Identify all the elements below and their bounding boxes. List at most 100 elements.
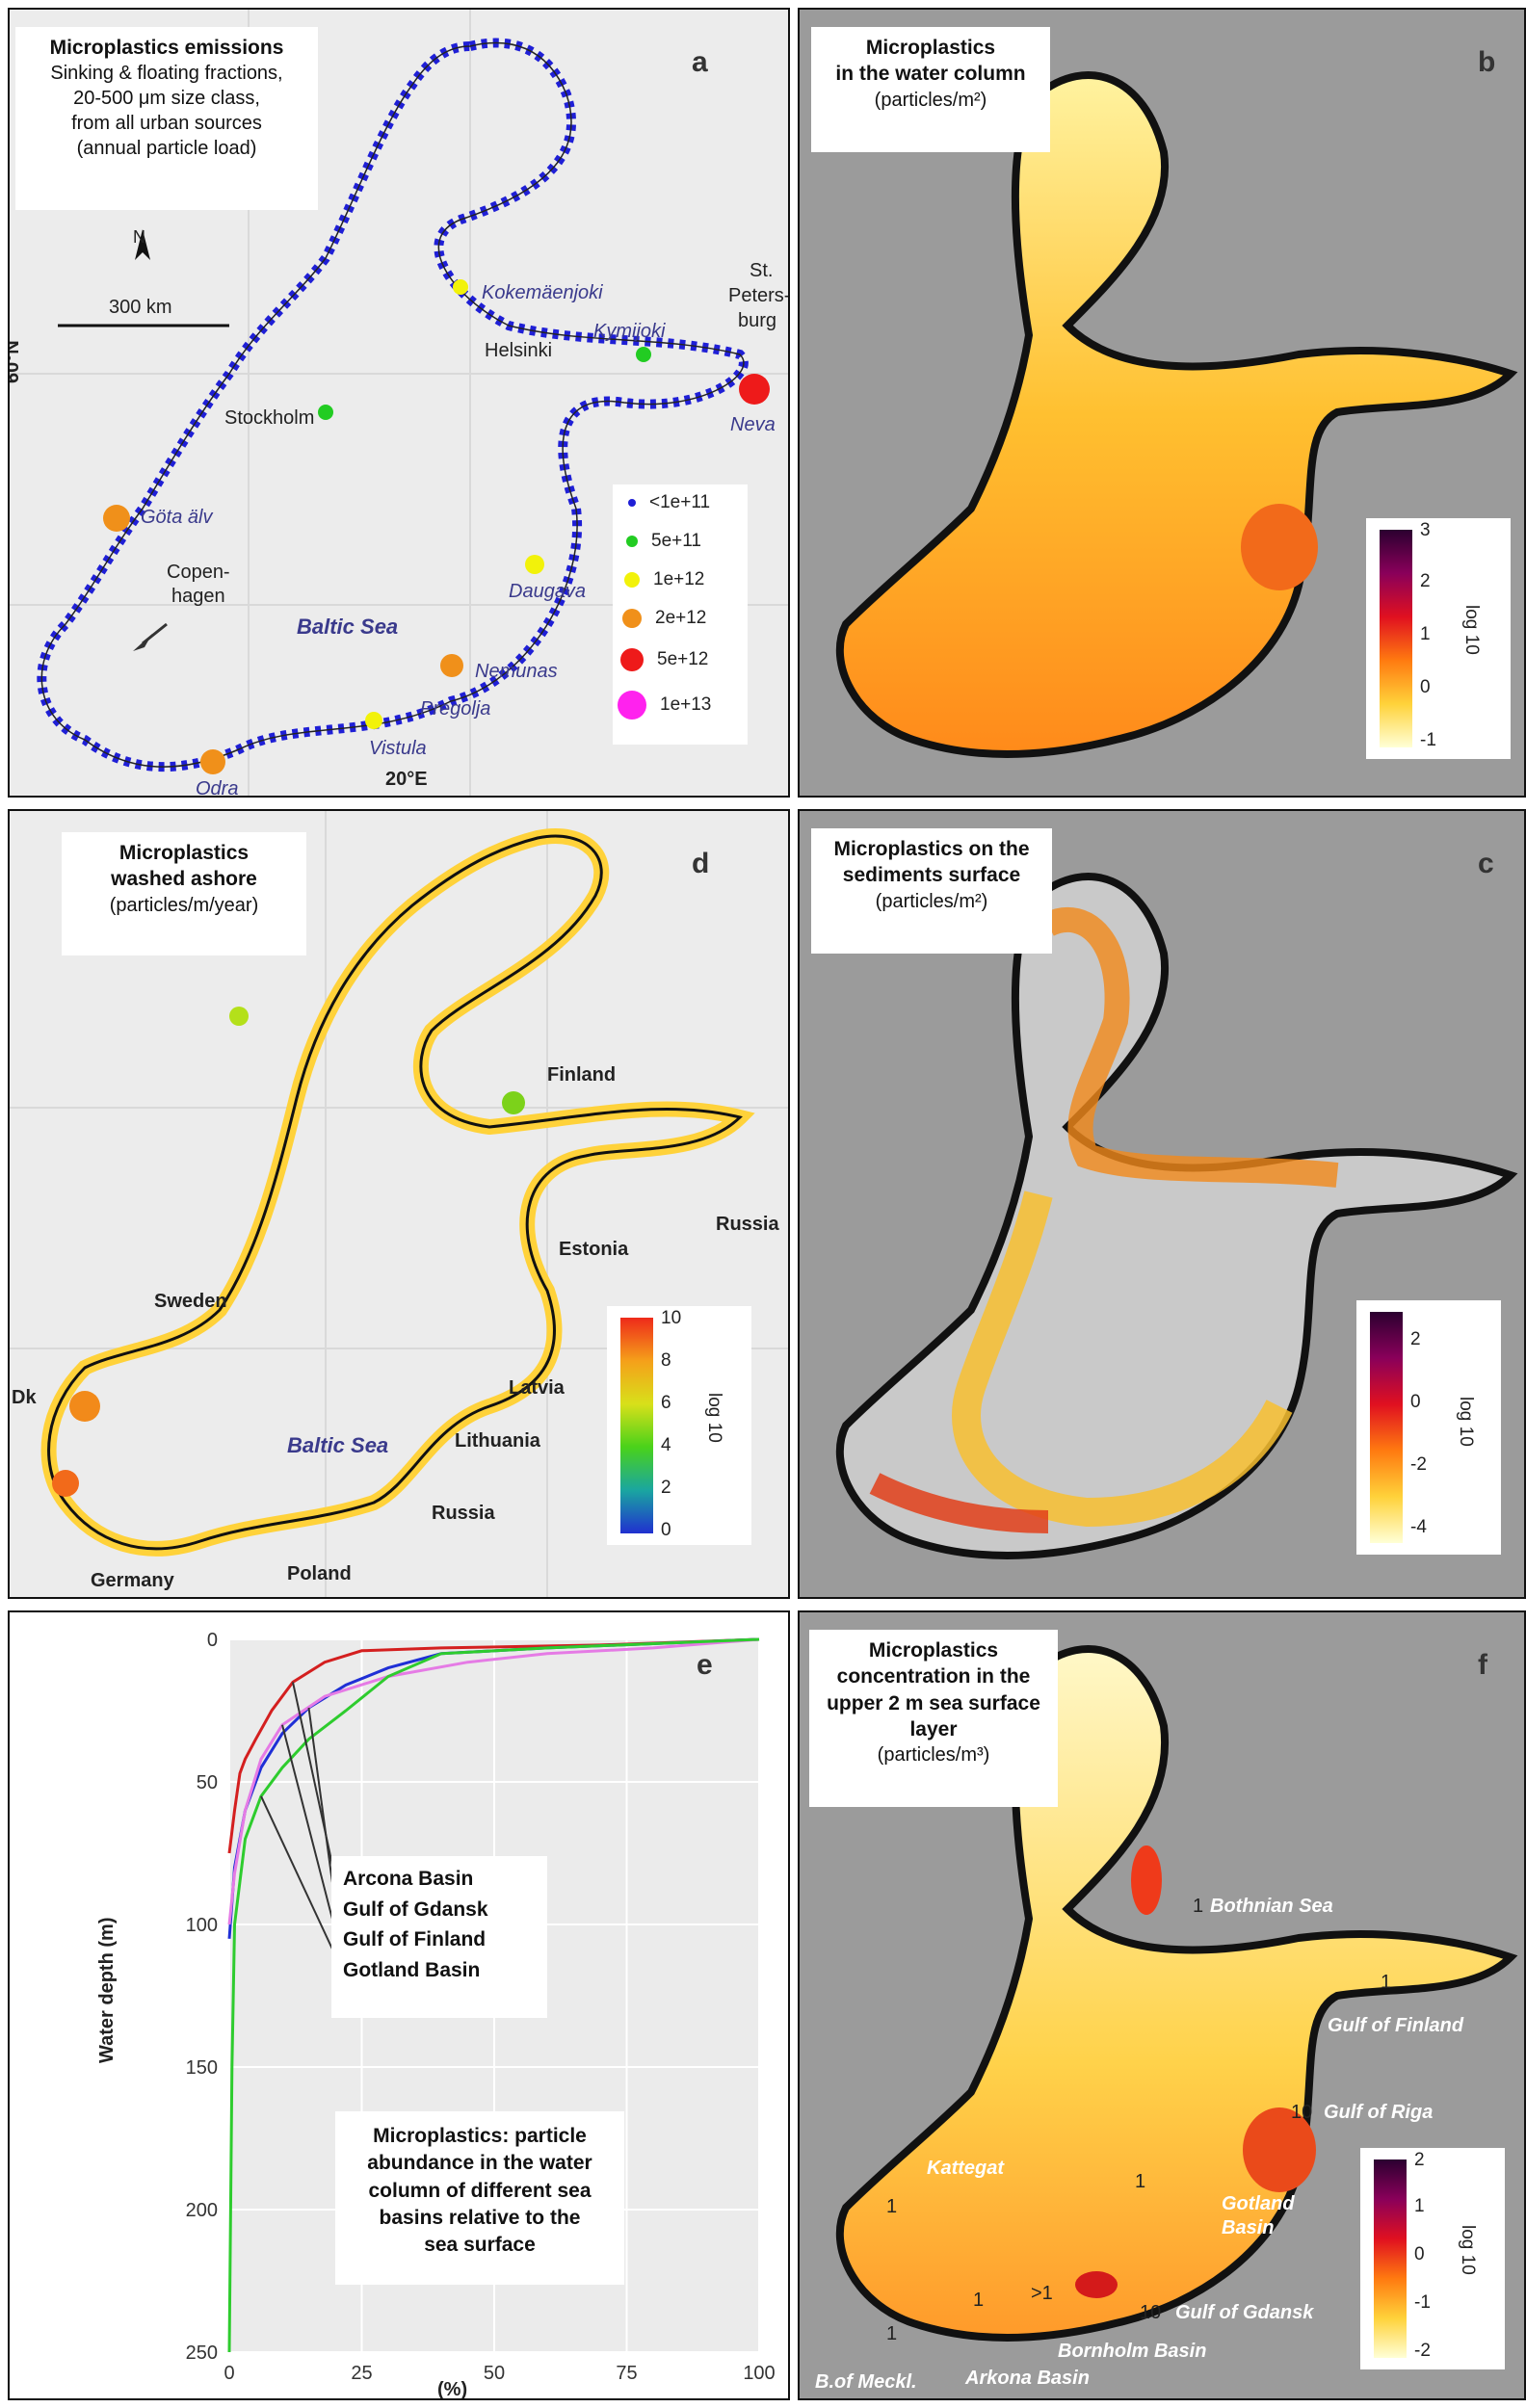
panel-d-letter: d [692, 848, 710, 879]
place-bay-mecklenburg: B.of Meckl. [815, 2371, 917, 2393]
place-arkona-basin: Arkona Basin [965, 2368, 1090, 2389]
y-tick-label: 150 [186, 2057, 218, 2079]
panel-c-tick-1: 2 [1410, 1329, 1421, 1349]
series-label-gotland: Gotland Basin [343, 1958, 481, 1981]
legend-label-6: 1e+13 [660, 694, 712, 715]
x-tick-label: 50 [484, 2363, 505, 2384]
city-stpete-1: St. [750, 260, 774, 281]
river-odra: Odra [196, 778, 239, 798]
annotation-line-3: column of different sea [368, 2179, 592, 2202]
panel-f-colorbar: 2 1 0 -1 -2 log 10 [1360, 2148, 1505, 2369]
panel-e-ylabel: Water depth (m) [96, 1917, 118, 2063]
panel-d-tick-6: 0 [661, 1520, 671, 1540]
country-russia-kaliningrad: Russia [432, 1503, 495, 1524]
panel-b-tick-2: 2 [1420, 571, 1431, 591]
panel-a-title-box: Microplastics emissions Sinking & floati… [15, 27, 318, 210]
series-label-gdansk: Gulf of Gdansk [343, 1898, 488, 1921]
value-finland: 1 [1381, 1972, 1392, 1993]
place-gotland-1: Gotland [1222, 2193, 1295, 2214]
panel-c-map-svg [835, 873, 1518, 1559]
series-line-4 [227, 1637, 760, 2353]
legend-label-1: <1e+11 [649, 492, 711, 512]
legend-label-3: 1e+12 [653, 569, 705, 589]
panel-f-tick-4: -1 [1414, 2292, 1431, 2313]
legend-label-5: 5e+12 [657, 649, 709, 669]
panel-e-depth-chart: 0 25 50 75 100 0 50 100 150 200 250 e Water depth … [8, 1610, 790, 2400]
panel-a-subtitle-3: from all urban sources [71, 113, 262, 135]
annotation-line-1: Microplastics: particle [373, 2125, 587, 2147]
value-gdansk: 10 [1140, 2302, 1162, 2323]
legend-dot-6 [618, 691, 646, 720]
river-nemunas: Nemunas [475, 661, 558, 682]
panel-c-letter: c [1478, 848, 1494, 879]
panel-d-cbar-label: log 10 [704, 1393, 724, 1443]
annotation-line-4: basins relative to the [379, 2207, 581, 2230]
panel-b-colorbar: 3 2 1 0 -1 log 10 [1366, 518, 1511, 759]
panel-f-letter: f [1478, 1649, 1487, 1681]
place-gulf-riga: Gulf of Riga [1324, 2102, 1434, 2123]
panel-f-colorbar-gradient [1374, 2159, 1407, 2358]
panel-d-colorbar: 10 8 6 4 2 0 log 10 [607, 1306, 751, 1545]
panel-a-subtitle-1: Sinking & floating fractions, [50, 63, 283, 85]
panel-d-colorbar-gradient [620, 1318, 653, 1533]
panel-c-tick-3: -2 [1410, 1454, 1427, 1475]
series-line-3 [227, 1637, 760, 1925]
panel-d-ashore-map: Microplastics washed ashore (particles/m… [8, 809, 790, 1599]
y-tick-label: 100 [186, 1915, 218, 1936]
city-stpete-2: Peters- [728, 285, 790, 306]
value-arkona: 1 [973, 2290, 985, 2311]
series-leader-4 [260, 1795, 336, 1956]
y-tick-label: 50 [197, 1772, 218, 1793]
city-stockholm: Stockholm [224, 407, 315, 429]
city-helsinki: Helsinki [485, 340, 553, 361]
value-meckl: 1 [886, 2323, 898, 2344]
panel-b-title-2: in the water column [835, 63, 1026, 86]
value-bothnian: 1 [1193, 1896, 1204, 1917]
panel-c-tick-2: 0 [1410, 1392, 1421, 1412]
panel-f-title-4: layer [909, 1717, 958, 1741]
x-tick-label: 0 [224, 2363, 234, 2384]
legend-row-1: <1e+11 [613, 492, 710, 513]
panel-b-tick-1: 3 [1420, 520, 1431, 540]
sea-area-b [835, 71, 1518, 758]
country-poland: Poland [287, 1563, 352, 1584]
panel-b-letter: b [1478, 46, 1496, 78]
legend-label-2: 5e+11 [651, 531, 701, 551]
panel-d-tick-5: 2 [661, 1478, 671, 1498]
panel-d-tick-4: 4 [661, 1435, 671, 1455]
panel-f-title-2: concentration in the [836, 1665, 1031, 1688]
series-leader-2 [307, 1707, 336, 1905]
place-bothnian-sea: Bothnian Sea [1210, 1896, 1333, 1917]
legend-dot-1 [628, 499, 636, 507]
legend-dot-3 [624, 572, 640, 588]
panel-e-annotation-box: Microplastics: particle abundance in the… [335, 2111, 624, 2285]
legend-dot-2 [626, 536, 638, 547]
panel-c-title: Microplastics on the [833, 838, 1030, 860]
baltic-sea-label-a: Baltic Sea [297, 615, 399, 639]
panel-a-subtitle-2: 20-500 μm size class, [73, 88, 260, 110]
river-vistula: Vistula [369, 738, 427, 759]
series-label-box: Arcona Basin Gulf of Gdansk Gulf of Finl… [331, 1856, 547, 2018]
country-germany: Germany [91, 1570, 174, 1591]
series-label-finland: Gulf of Finland [343, 1928, 487, 1950]
legend-row-3: 1e+12 [613, 569, 704, 590]
panel-b-unit: (particles/m²) [874, 89, 987, 111]
place-kattegat: Kattegat [927, 2158, 1005, 2179]
y-tick-label: 0 [207, 1630, 218, 1651]
country-finland: Finland [547, 1064, 617, 1086]
legend-label-4: 2e+12 [655, 608, 707, 628]
legend-row-6: 1e+13 [613, 691, 711, 720]
panel-b-tick-5: -1 [1420, 730, 1436, 750]
legend-row-4: 2e+12 [613, 608, 706, 629]
legend-row-5: 5e+12 [613, 648, 708, 671]
panel-f-tick-1: 2 [1414, 2150, 1425, 2170]
river-kokemaenjoki: Kokemäenjoki [482, 282, 603, 303]
series-label-arcona: Arcona Basin [343, 1868, 474, 1890]
panel-c-title-2: sediments surface [842, 864, 1021, 887]
panel-d-unit: (particles/m/year) [109, 894, 259, 916]
legend-dot-5 [620, 648, 644, 671]
baltic-sea-label-d: Baltic Sea [287, 1433, 389, 1457]
panel-f-title-3: upper 2 m sea surface [827, 1691, 1040, 1714]
value-gotland: 1 [1135, 2171, 1146, 2192]
